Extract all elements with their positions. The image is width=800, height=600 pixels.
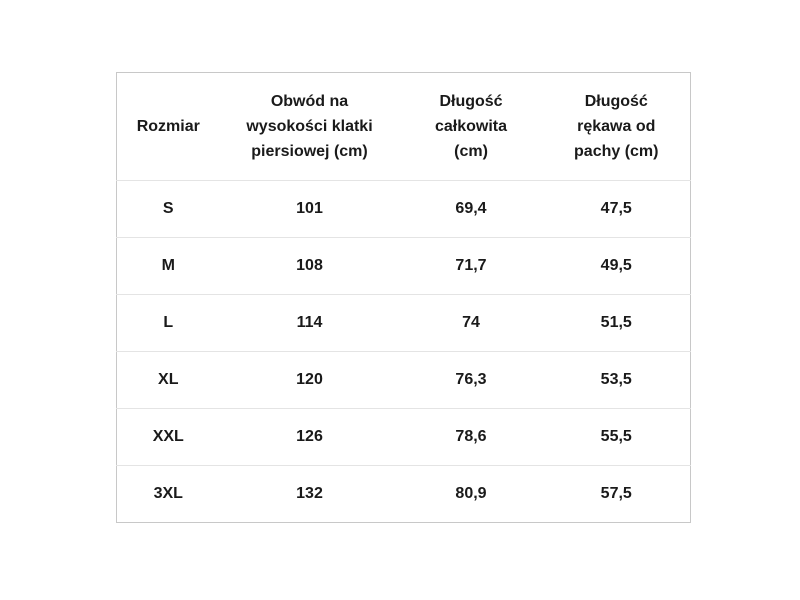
cell-sleeve: 57,5 — [600, 485, 632, 502]
table-row: L 114 74 51,5 — [116, 294, 691, 352]
cell-chest: 120 — [219, 351, 400, 409]
cell-chest: 101 — [219, 180, 400, 238]
cell-chest: 114 — [219, 294, 400, 352]
table-header: Rozmiar Obwód na wysokości klatki piersi… — [116, 72, 691, 181]
cell-sleeve: 47,5 — [542, 180, 691, 238]
cell-length: 80,9 — [455, 485, 487, 502]
cell-length: 71,7 — [399, 237, 543, 295]
table-row: M 108 71,7 49,5 — [116, 237, 691, 295]
table-row: 3XL 132 80,9 57,5 — [117, 466, 691, 523]
table-row: XXL 126 78,6 55,5 — [116, 408, 691, 466]
cell-length: 74 — [399, 294, 543, 352]
cell-size: XL — [116, 351, 220, 409]
header-total-length: Długość całkowita (cm) — [399, 72, 543, 181]
cell-length: 76,3 — [399, 351, 543, 409]
header-chest-line: piersiowej (cm) — [251, 143, 368, 160]
header-sleeve-length: Długość rękawa od pachy (cm) — [542, 72, 691, 181]
cell-chest: 108 — [219, 237, 400, 295]
cell-size: M — [116, 237, 220, 295]
cell-size: L — [116, 294, 220, 352]
cell-length: 69,4 — [399, 180, 543, 238]
cell-chest: 126 — [219, 408, 400, 466]
cell-sleeve: 53,5 — [542, 351, 691, 409]
cell-chest: 132 — [296, 485, 323, 502]
cell-sleeve: 49,5 — [542, 237, 691, 295]
header-size-line: Rozmiar — [136, 118, 200, 135]
header-sleeve-line: pachy (cm) — [574, 143, 659, 160]
header-length-line: całkowita — [434, 118, 508, 135]
cell-size: S — [116, 180, 220, 238]
header-chest-line: Obwód na — [270, 93, 349, 110]
header-chest-circumference: Obwód na wysokości klatki piersiowej (cm… — [219, 72, 400, 181]
size-chart-table: Rozmiar Obwód na wysokości klatki piersi… — [116, 72, 691, 523]
table-row: XL 120 76,3 53,5 — [116, 351, 691, 409]
table-row: S 101 69,4 47,5 — [116, 180, 691, 238]
header-chest-line: wysokości klatki — [246, 118, 373, 135]
header-sleeve-line: Długość — [584, 93, 648, 110]
cell-sleeve: 51,5 — [542, 294, 691, 352]
cell-sleeve: 55,5 — [542, 408, 691, 466]
header-length-line: (cm) — [454, 143, 488, 160]
header-length-line: Długość — [439, 93, 503, 110]
table-body: S 101 69,4 47,5 M 108 71,7 49,5 L 114 74… — [116, 180, 691, 523]
cell-size: XXL — [116, 408, 220, 466]
header-row: Rozmiar Obwód na wysokości klatki piersi… — [116, 72, 691, 181]
header-size: Rozmiar — [116, 72, 220, 181]
cell-size: 3XL — [153, 485, 183, 502]
header-sleeve-line: rękawa od — [577, 118, 656, 135]
cell-length: 78,6 — [399, 408, 543, 466]
